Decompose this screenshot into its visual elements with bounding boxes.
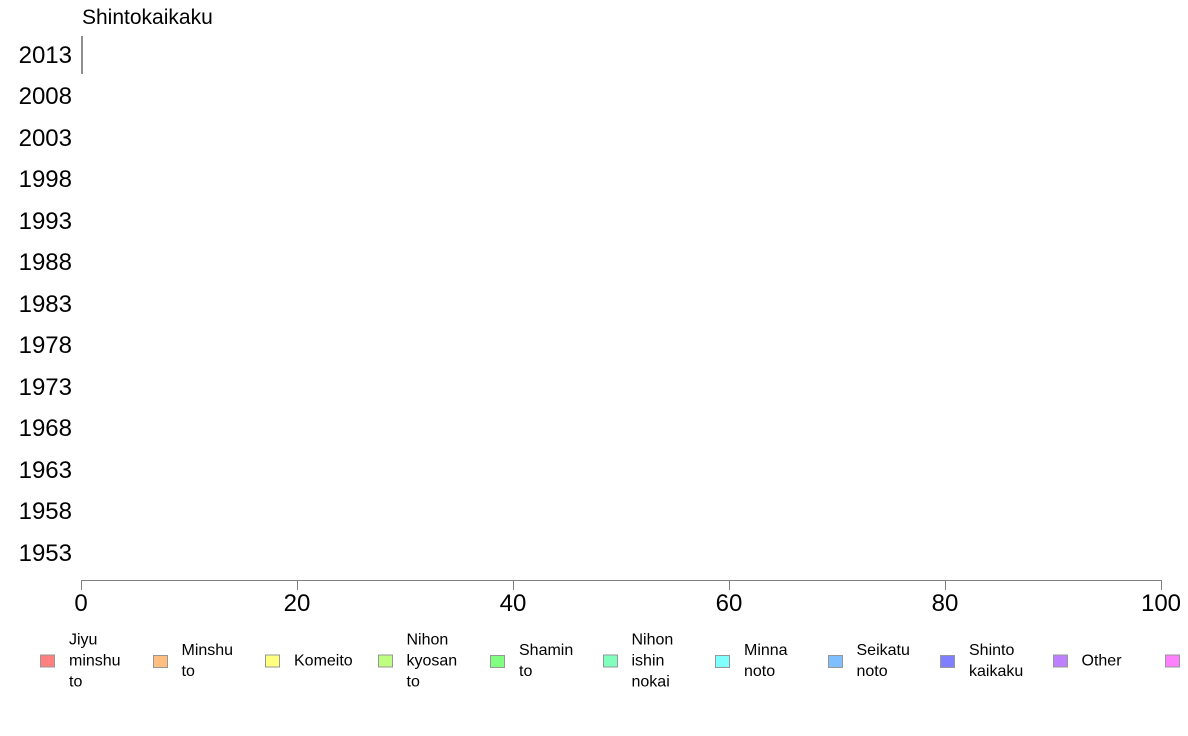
bar-2013 — [81, 36, 83, 74]
x-tick — [1161, 581, 1162, 590]
legend-swatch — [827, 654, 843, 668]
y-tick-label: 2013 — [18, 41, 72, 69]
legend-item: Seikatu noto — [827, 640, 925, 682]
legend-swatch — [377, 654, 393, 668]
x-tick-label: 0 — [74, 590, 88, 617]
x-tick — [81, 581, 82, 590]
legend-item: Nihon kyosan to — [377, 630, 475, 693]
legend-item: Komeito — [265, 651, 353, 672]
y-tick-label: 1983 — [18, 290, 72, 318]
legend-label: Other — [1081, 652, 1122, 670]
legend-swatch — [940, 654, 955, 668]
legend-label: Shinto kaikaku — [969, 642, 1024, 680]
legend-swatch — [602, 654, 618, 668]
x-tick-label: 20 — [283, 590, 311, 617]
x-tick — [297, 581, 298, 590]
y-tick-label: 1973 — [18, 373, 72, 401]
y-tick-label: 2003 — [18, 124, 72, 152]
x-tick — [729, 581, 730, 590]
legend-swatch — [40, 654, 55, 668]
y-tick-label: 1998 — [18, 166, 72, 193]
legend-item: Minshu to — [152, 640, 250, 682]
legend-swatch — [265, 654, 280, 668]
legend-swatch — [490, 654, 505, 668]
legend-item — [1165, 654, 1188, 668]
y-tick-label: 1958 — [18, 498, 72, 525]
legend-swatch — [1165, 654, 1180, 668]
y-tick-label: 1988 — [18, 249, 72, 276]
legend-label: Jiyu minshu to — [69, 631, 121, 691]
x-tick — [513, 581, 514, 590]
legend-item: Nihon ishin nokai — [602, 630, 700, 693]
legend-label: Nihon kyosan to — [406, 631, 458, 691]
y-tick-label: 1968 — [18, 415, 72, 442]
legend-label: Minshu to — [181, 642, 234, 680]
legend-item: Minna noto — [715, 640, 812, 682]
y-tick-label: 1978 — [18, 332, 72, 359]
legend-swatch — [152, 654, 168, 668]
legend-item: Jiyu minshu to — [40, 630, 137, 693]
legend-item: Shinto kaikaku — [940, 640, 1037, 682]
y-tick-label: 1963 — [18, 456, 72, 484]
legend-label: Nihon ishin nokai — [631, 631, 674, 691]
y-tick-label: 1953 — [18, 539, 72, 567]
x-tick — [945, 581, 946, 590]
x-tick-label: 100 — [1140, 590, 1182, 617]
legend-label: Seikatu noto — [856, 642, 910, 680]
x-axis-line — [81, 580, 1162, 581]
legend-label: Minna noto — [744, 642, 788, 680]
legend-item: Shamin to — [490, 640, 587, 682]
chart-title: Shintokaikaku — [82, 6, 213, 29]
y-tick-label: 1993 — [18, 207, 72, 235]
legend-swatch — [715, 654, 730, 668]
x-tick-label: 80 — [931, 590, 959, 617]
legend-swatch — [1052, 654, 1068, 668]
legend-item: Other — [1052, 651, 1122, 672]
y-tick-label: 2008 — [18, 83, 72, 110]
x-tick-label: 60 — [715, 590, 743, 617]
legend-label: Komeito — [294, 652, 353, 670]
legend-label: Shamin to — [519, 642, 574, 680]
x-tick-label: 40 — [499, 590, 527, 617]
